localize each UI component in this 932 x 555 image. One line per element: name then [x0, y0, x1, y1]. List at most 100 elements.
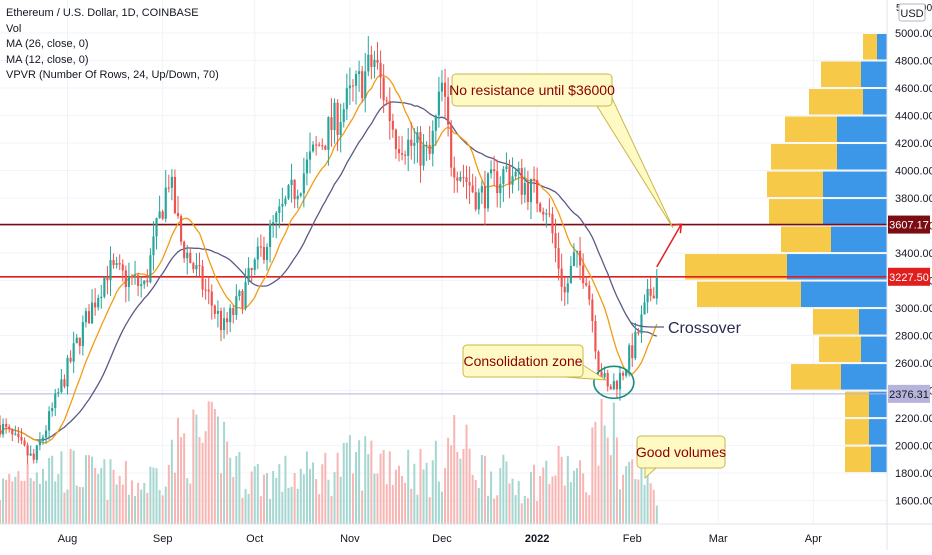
candle-body [235, 296, 238, 315]
candle [634, 322, 637, 361]
candle-body [44, 430, 48, 438]
candle [210, 284, 213, 320]
candle-body [118, 263, 121, 265]
candle-body [646, 288, 649, 303]
candle [78, 337, 81, 355]
candle-body [244, 282, 247, 308]
volume-bar [170, 439, 173, 524]
candle [44, 425, 48, 444]
volume-bar [293, 472, 296, 524]
volume-bar [456, 451, 459, 524]
y-tick-label: 1800.00 [895, 468, 932, 480]
candle [594, 315, 597, 360]
candle [649, 277, 652, 302]
volume-bar [582, 473, 585, 524]
candle-body [489, 169, 493, 174]
candle-body [327, 117, 330, 150]
consolidation-circle[interactable] [593, 365, 635, 400]
volume-bar [379, 453, 382, 524]
volume-profile-down-bar [821, 61, 861, 88]
volume-bar [103, 459, 106, 524]
candle [339, 103, 342, 153]
legend-vpvr[interactable]: VPVR (Number Of Rows, 24, Up/Down, 70) [6, 69, 219, 81]
candle [563, 277, 566, 306]
volume-bar [241, 497, 244, 524]
callout-consolidation-zone[interactable]: Consolidation zone [462, 344, 607, 381]
callout-good-volumes[interactable]: Good volumes [636, 435, 726, 480]
volume-bar [262, 474, 265, 524]
legend-ma-12[interactable]: MA (12, close, 0) [6, 53, 89, 66]
candle [520, 158, 523, 205]
candle [493, 155, 496, 187]
volume-bar [32, 481, 35, 524]
legend-volume[interactable]: Vol [6, 22, 22, 35]
candle [652, 287, 655, 299]
candle-body [311, 144, 315, 152]
callout-box [451, 73, 613, 107]
currency-badge[interactable] [898, 3, 926, 22]
volume-bar [588, 495, 591, 524]
volume-bar [244, 488, 247, 524]
volume-profile-down-bar [809, 89, 863, 115]
candle [324, 144, 327, 150]
candle [103, 276, 106, 299]
candle-body [419, 132, 422, 166]
volume-bar [45, 480, 48, 524]
candle [569, 256, 572, 284]
candle [241, 289, 244, 314]
candle-body [465, 177, 468, 183]
candle [189, 247, 192, 264]
volume-bar [493, 498, 496, 524]
volume-bar [655, 505, 658, 524]
callout-pointer [596, 95, 674, 229]
candle-body [1, 423, 5, 435]
candle-body [318, 144, 321, 146]
volume-bar [649, 483, 652, 524]
candle [226, 312, 229, 335]
candle-body [219, 310, 223, 330]
candle-body [493, 169, 496, 172]
candle [100, 284, 103, 309]
volume-bar [207, 401, 210, 524]
candle-body [127, 276, 130, 288]
candle-body [468, 182, 471, 186]
volume-bar [643, 484, 646, 524]
legend-ma-26[interactable]: MA (26, close, 0) [6, 38, 89, 50]
volume-bar [615, 437, 618, 524]
candle-body [216, 310, 219, 314]
candle [186, 244, 189, 275]
volume-bar [373, 473, 376, 524]
candle [192, 261, 195, 274]
candle-body [603, 373, 606, 378]
volume-profile-up-bar [871, 446, 887, 473]
candle-body [115, 263, 118, 265]
volume-bar [404, 482, 407, 524]
volume-bar [137, 482, 140, 524]
legend-symbol-title[interactable]: Ethereum / U.S. Dollar, 1D, COINBASE [6, 7, 199, 19]
y-tick-label: 4400.00 [895, 111, 932, 123]
volume-profile-down-bar [813, 309, 859, 335]
crossover-label[interactable]: Crossover [668, 320, 742, 337]
candle [72, 331, 75, 374]
volume-bar [336, 452, 339, 524]
volume-bar [130, 480, 133, 524]
callout-no-resistance[interactable]: No resistance until $36000 [449, 73, 674, 229]
candle [63, 374, 66, 389]
candle-body [354, 74, 358, 86]
candle [400, 136, 404, 161]
candle-body [459, 176, 462, 181]
candle [385, 96, 388, 106]
volume-profile-up-bar [869, 419, 887, 445]
candle [609, 384, 612, 390]
x-tick-label: Apr [805, 533, 822, 545]
volume-bar [397, 465, 400, 524]
forecast-arrow[interactable] [656, 223, 683, 268]
candle [425, 141, 428, 162]
volume-profile-down-bar [863, 34, 877, 60]
candle [195, 253, 198, 277]
candle-body [600, 371, 603, 378]
candle-body [222, 318, 226, 330]
candle-body [137, 275, 140, 286]
